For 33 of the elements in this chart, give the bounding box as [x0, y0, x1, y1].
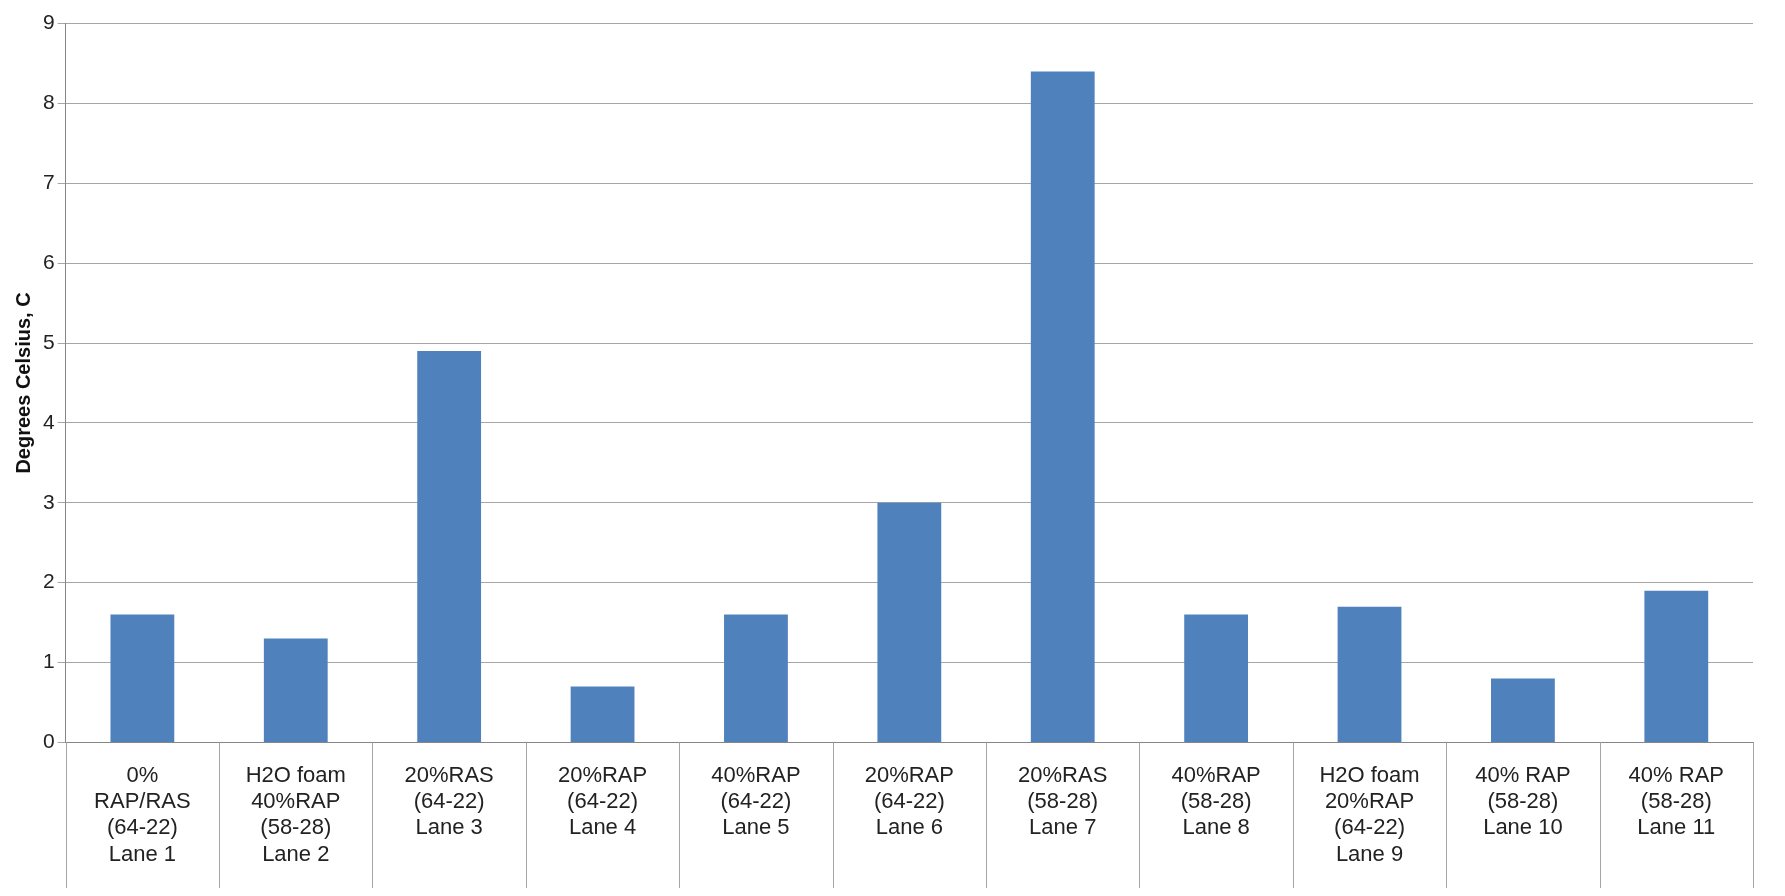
y-tick-label: 7: [42, 170, 55, 194]
x-tick-label: 20%RAS (64-22) Lane 3: [404, 761, 494, 840]
x-tick-label: 40%RAP (64-22) Lane 5: [711, 761, 801, 840]
y-axis-title: Degrees Celsius, C: [11, 292, 34, 474]
y-tick-label: 1: [42, 649, 55, 673]
y-tick-label: 9: [42, 10, 55, 34]
bar: [1644, 590, 1709, 742]
bar: [110, 614, 175, 742]
x-tick-label: 40%RAP (58-28) Lane 8: [1171, 761, 1261, 840]
x-tick-label: 0% RAP/RAS (64-22) Lane 1: [94, 761, 191, 866]
bar: [570, 686, 635, 742]
y-tick-label: 6: [42, 250, 55, 273]
bar: [417, 351, 482, 742]
bar: [1184, 614, 1249, 742]
bar: [1337, 606, 1402, 742]
y-tick-label: 0: [42, 729, 55, 753]
y-tick-label: 5: [42, 329, 55, 353]
y-tick-label: 3: [42, 489, 55, 513]
x-tick-label: 20%RAP (64-22) Lane 6: [864, 761, 954, 840]
x-tick-label: 20%RAS (58-28) Lane 7: [1018, 761, 1108, 840]
y-tick-label: 2: [42, 569, 55, 593]
bar: [724, 614, 788, 742]
y-tick-label: 8: [42, 90, 55, 114]
bar: [263, 638, 328, 742]
x-tick-label: 40% RAP (58-28) Lane 10: [1475, 761, 1571, 840]
x-tick-label: 40% RAP (58-28) Lane 11: [1628, 761, 1724, 840]
x-tick-label: H2O foam 20%RAP (64-22) Lane 9: [1319, 761, 1420, 866]
x-tick-label: H2O foam 40%RAP (58-28) Lane 2: [245, 761, 346, 866]
y-tick-label: 4: [42, 409, 55, 433]
x-tick-label: 20%RAP (64-22) Lane 4: [557, 761, 648, 840]
bar: [877, 502, 942, 742]
bar: [1491, 678, 1555, 742]
bar: [1030, 71, 1095, 742]
